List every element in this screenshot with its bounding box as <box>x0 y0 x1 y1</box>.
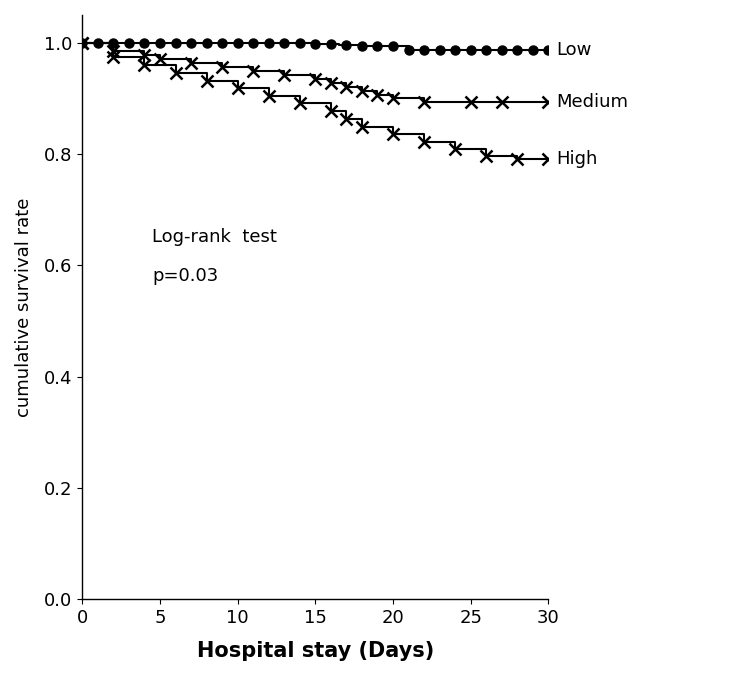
X-axis label: Hospital stay (Days): Hospital stay (Days) <box>196 641 434 661</box>
Y-axis label: cumulative survival rate: cumulative survival rate <box>15 197 33 417</box>
Text: p=0.03: p=0.03 <box>152 267 218 285</box>
Text: Medium: Medium <box>556 93 628 112</box>
Text: High: High <box>556 150 598 168</box>
Text: Log-rank  test: Log-rank test <box>152 228 277 246</box>
Text: Low: Low <box>556 41 592 59</box>
